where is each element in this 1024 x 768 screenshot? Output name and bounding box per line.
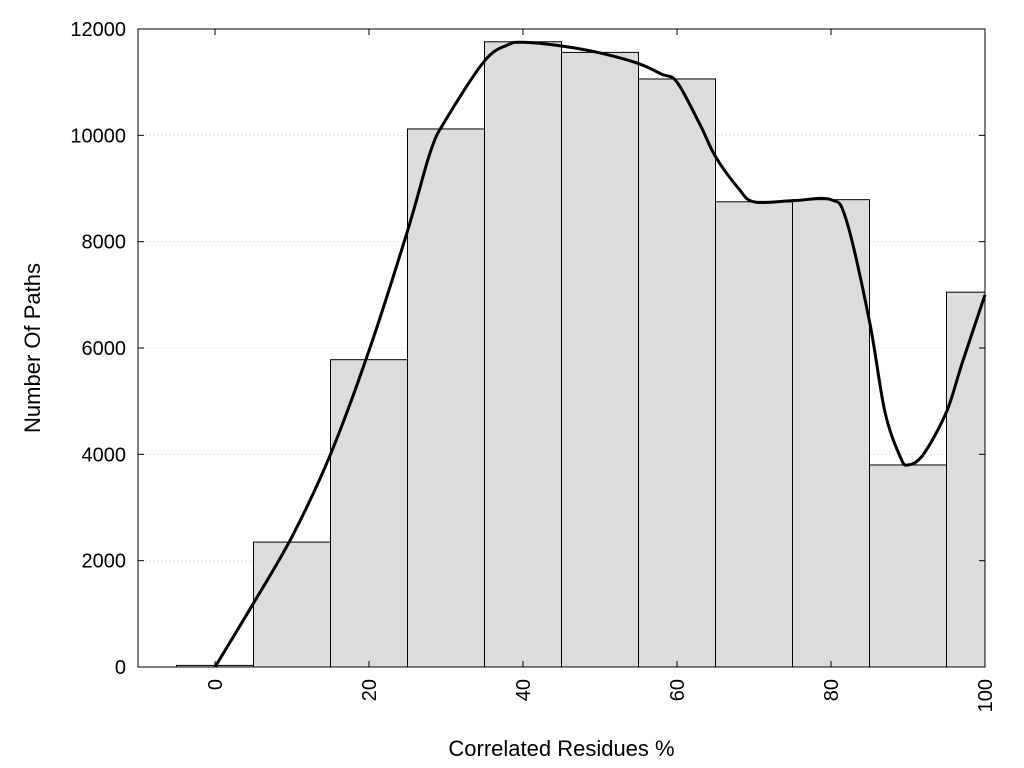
- x-axis-ticks: 0 20 40 60 80 100: [205, 29, 997, 712]
- trend-curve: [213, 40, 987, 668]
- x-tick-label: 40: [513, 679, 535, 701]
- x-tick-label: 100: [975, 679, 997, 712]
- bar: [715, 201, 793, 668]
- x-axis-title: Correlated Residues %: [448, 736, 674, 761]
- bar: [407, 128, 485, 668]
- y-axis-ticks: 0 2000 4000 6000 8000 10000 12000: [70, 19, 985, 679]
- curve-line: [213, 40, 987, 668]
- bars: [176, 41, 986, 668]
- y-tick-label: 12000: [70, 19, 126, 41]
- bar: [869, 464, 947, 668]
- bar: [484, 41, 562, 668]
- y-tick-label: 6000: [82, 338, 127, 360]
- y-tick-label: 0: [115, 657, 126, 679]
- bar: [253, 541, 331, 668]
- y-tick-label: 2000: [82, 551, 127, 573]
- bar: [638, 78, 716, 668]
- x-tick-label: 0: [205, 679, 227, 690]
- x-tick-label: 60: [667, 679, 689, 701]
- y-axis-title: Number Of Paths: [20, 263, 45, 433]
- bar: [561, 51, 639, 668]
- y-tick-label: 4000: [82, 444, 127, 466]
- x-tick-label: 20: [359, 679, 381, 701]
- y-tick-label: 10000: [70, 125, 126, 147]
- bar: [330, 359, 408, 668]
- x-tick-label: 80: [821, 679, 843, 701]
- y-tick-label: 8000: [82, 232, 127, 254]
- bar: [792, 199, 870, 668]
